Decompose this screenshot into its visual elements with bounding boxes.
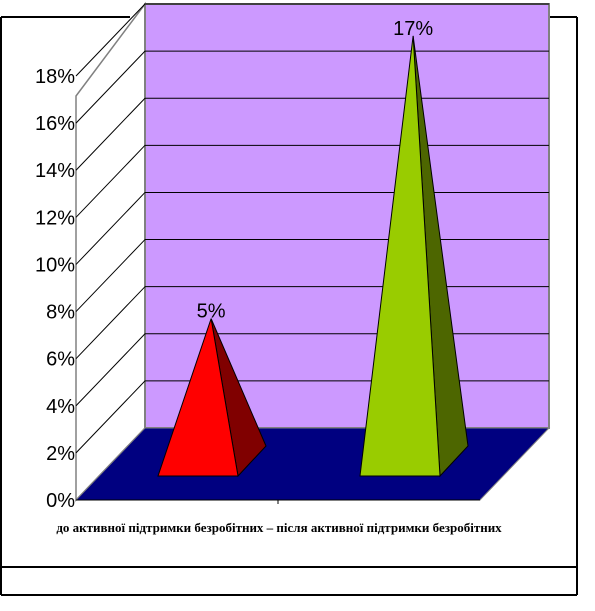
- category-caption: до активної підтримки безробітних – післ…: [56, 520, 502, 535]
- y-tick-label: 12%: [35, 207, 75, 229]
- gridline-side: [75, 3, 146, 77]
- chart-floor: [74, 427, 551, 501]
- y-tick-label: 16%: [35, 113, 75, 135]
- y-tick-label: 0%: [46, 490, 75, 512]
- gridline-side: [75, 239, 146, 312]
- gridline-side: [75, 192, 146, 265]
- chart-border: [0, 16, 578, 596]
- data-label: 17%: [393, 18, 433, 40]
- y-tick-label: 10%: [35, 254, 75, 276]
- y-tick-label: 2%: [46, 443, 75, 465]
- y-tick-label: 14%: [35, 160, 75, 182]
- gridline-side: [75, 50, 146, 124]
- bars: [157, 35, 469, 478]
- data-labels: 5% 17%: [197, 18, 434, 323]
- gridline-side: [75, 97, 146, 171]
- gridline-side: [75, 286, 146, 360]
- chart-side-wall: [75, 1, 146, 502]
- y-tick-label: 6%: [46, 349, 75, 371]
- gridline-side: [75, 380, 146, 454]
- pyramid-front-face: [157, 318, 239, 477]
- y-tick-label: 4%: [46, 396, 75, 418]
- gridline-side: [75, 333, 146, 407]
- pyramid-front-face: [359, 35, 441, 477]
- y-axis-ticks: 0% 2% 4% 6% 8% 10% 12% 14% 16% 18%: [35, 66, 75, 512]
- y-tick-label: 18%: [35, 66, 75, 88]
- gridline-side: [75, 144, 146, 218]
- pyramid-bar: [157, 318, 267, 478]
- data-label: 5%: [197, 301, 226, 323]
- y-tick-label: 8%: [46, 302, 75, 324]
- pyramid-bar: [359, 35, 469, 478]
